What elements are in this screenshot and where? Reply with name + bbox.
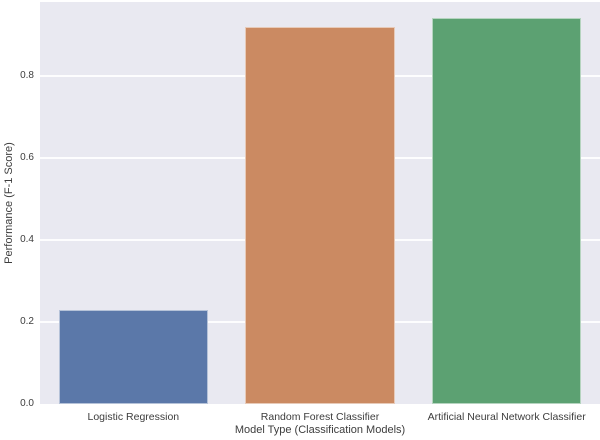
bar-artificial-neural-network-classifier [432, 18, 582, 404]
plot-area [40, 2, 600, 404]
x-tick-label-random-forest-classifier: Random Forest Classifier [260, 411, 380, 423]
x-tick-label-logistic-regression: Logistic Regression [87, 411, 180, 423]
bar-random-forest-classifier [245, 26, 395, 404]
y-tick-label: 0.0 [20, 398, 34, 409]
y-tick-label: 0.8 [20, 69, 34, 81]
y-tick-label: 0.4 [20, 233, 34, 245]
x-tick-label-artificial-neural-network-classifier: Artificial Neural Network Classifier [427, 411, 586, 423]
y-tick-label: 0.2 [20, 315, 34, 327]
x-axis-label: Model Type (Classification Models) [234, 424, 406, 436]
y-tick-label: 0.6 [20, 151, 34, 163]
bar-logistic-regression [58, 309, 208, 404]
